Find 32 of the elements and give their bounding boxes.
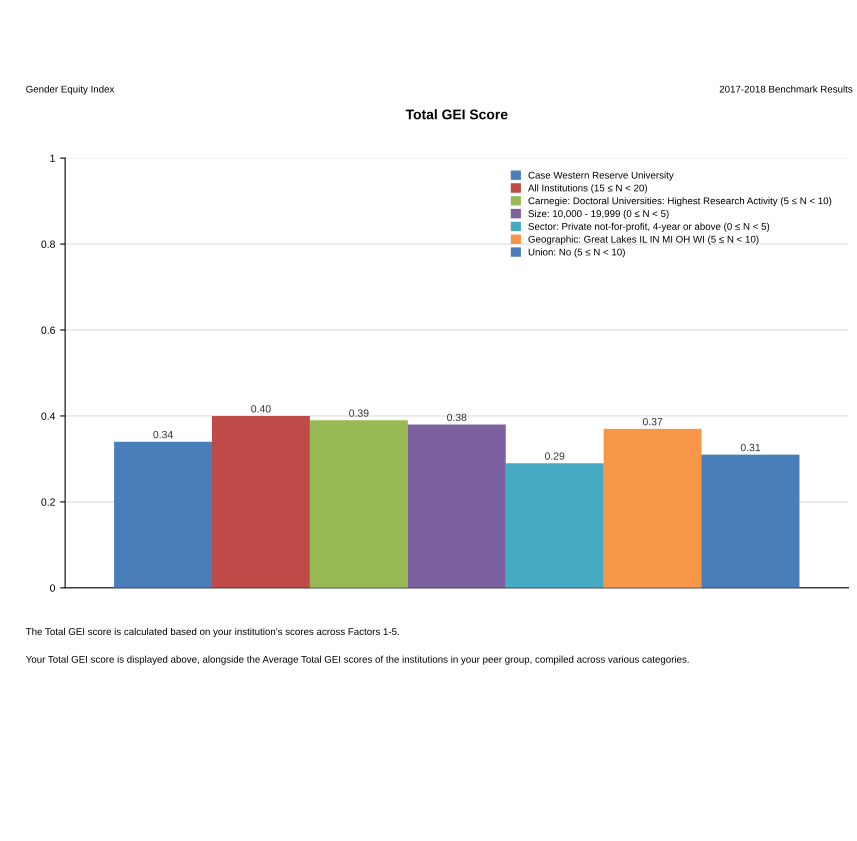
data-label: 0.31 <box>740 444 760 452</box>
text: 2017-2018 Benchmark Results <box>720 85 852 93</box>
data-label: 0.29 <box>544 452 564 460</box>
data-label: 0.39 <box>349 409 369 417</box>
text: The Total GEI score is calculated based on your institution's scores across Factors 1-5. <box>26 628 399 637</box>
legend-label: Case Western Reserve University <box>528 172 674 181</box>
y-tick-label: 1 <box>50 154 55 162</box>
legend-label: Geographic: Great Lakes IL IN MI OH WI (5 ≤ N < 10) <box>528 236 758 245</box>
data-label: 0.34 <box>153 430 173 438</box>
legend-label: Sector: Private not-for-profit, 4-year or above (0 ≤ N < 5) <box>528 222 770 232</box>
legend-label: Size: 10,000 - 19,999 (0 ≤ N < 5) <box>528 210 669 219</box>
bar <box>506 463 604 588</box>
text: Gender Equity Index <box>26 85 114 95</box>
y-tick-label: 0.2 <box>41 498 55 506</box>
legend-label: All Institutions (15 ≤ N < 20) <box>528 184 648 194</box>
bar <box>212 416 310 588</box>
bar <box>702 454 800 588</box>
data-label: 0.38 <box>447 414 466 422</box>
bar <box>310 420 408 588</box>
y-tick-label: 0.8 <box>41 240 55 248</box>
chart-title: Total GEI Score <box>406 109 508 120</box>
text: Your Total GEI score is displayed above, alongside the Average Total GEI scores of the institutions in your peer group, compiled across various categories. <box>26 656 689 665</box>
legend-label: Carnegie: Doctoral Universities: Highest Research Activity (5 ≤ N < 10) <box>528 197 832 206</box>
data-label: 0.40 <box>251 405 271 413</box>
y-tick-label: 0 <box>50 584 56 592</box>
bar <box>408 424 506 588</box>
data-label: 0.37 <box>642 418 662 426</box>
bar <box>114 442 212 588</box>
bar <box>604 428 702 588</box>
legend-label: Union: No (5 ≤ N < 10) <box>528 248 625 258</box>
y-tick-label: 0.4 <box>41 412 56 420</box>
y-tick-label: 0.6 <box>41 326 55 334</box>
